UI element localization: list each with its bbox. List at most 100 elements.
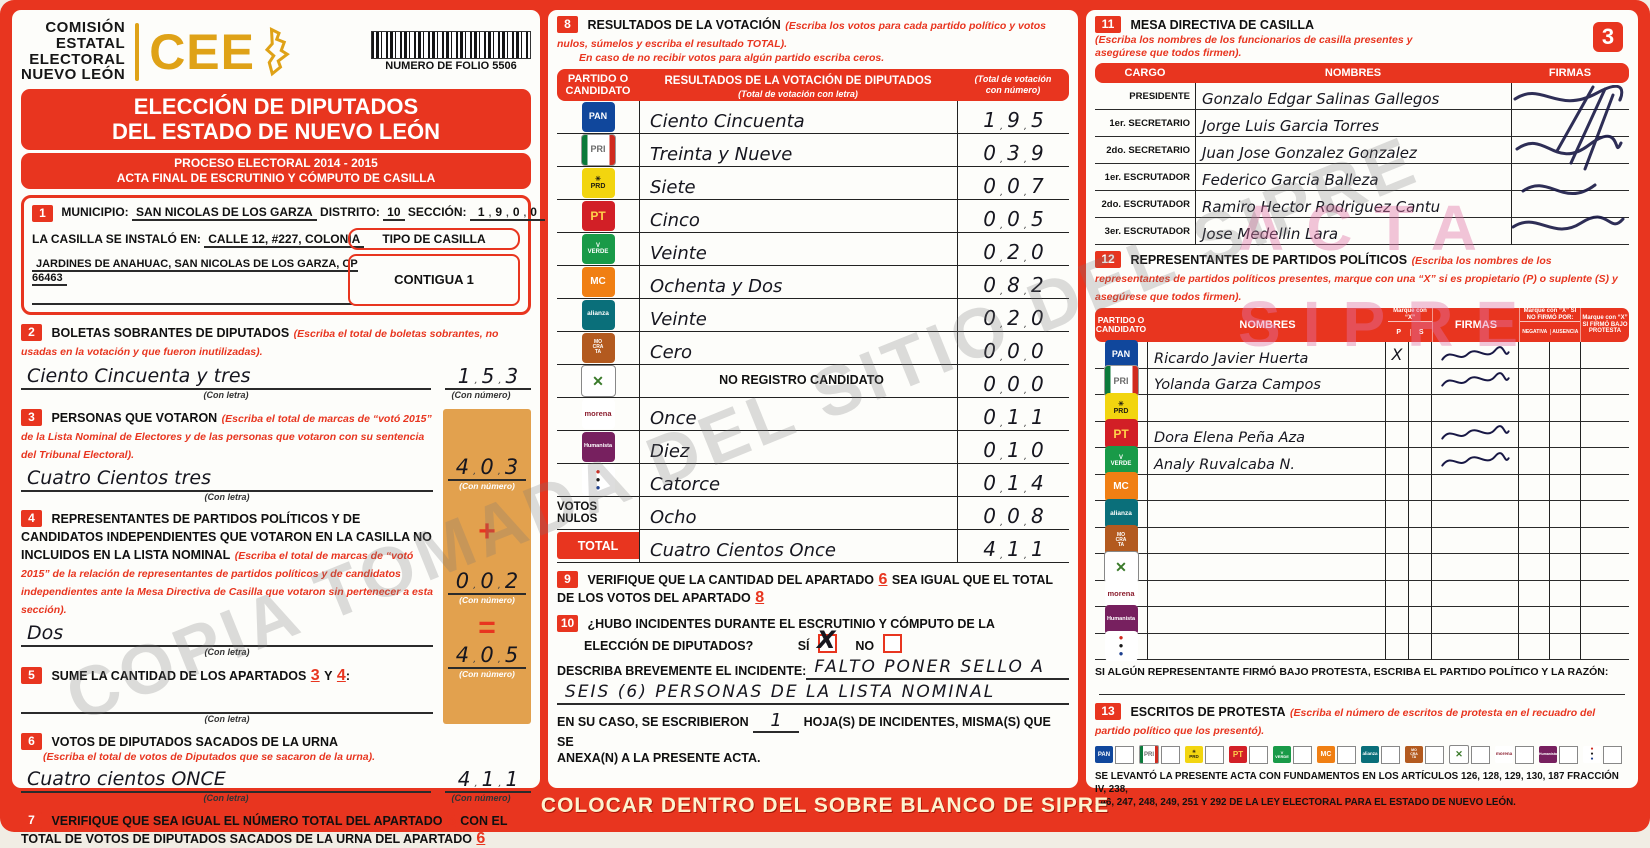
tipo-casilla-value: CONTIGUA 1	[348, 253, 520, 306]
casilla-address-3-empty	[32, 291, 352, 305]
reps-votaron-numero: 0,0,2	[448, 569, 526, 595]
rep-row-prd: ☀ PRD	[1095, 392, 1629, 423]
rep-nombre	[1147, 607, 1385, 634]
logo-pri-icon: PRI	[1103, 365, 1139, 398]
rep-nombre	[1147, 395, 1385, 422]
incident-text-2: SEIS (6) PERSONAS DE LA LISTA NOMINAL	[557, 682, 1069, 705]
rep-nombre	[1147, 501, 1385, 528]
protest-pair-cruzada: ✕	[1449, 745, 1490, 765]
rep-p-mark	[1385, 395, 1408, 422]
section-1-badge: 1	[32, 204, 53, 222]
rep-party-cell: PRI	[1095, 365, 1147, 398]
rep-ausencia-cell	[1549, 527, 1580, 555]
left-column: COMISIÓN ESTATAL ELECTORAL NUEVO LEÓN CE…	[12, 10, 545, 847]
rep-protesta-cell	[1580, 607, 1629, 634]
hojas-incidentes-numero: 1	[753, 710, 800, 733]
rep-row-pt: PT Dora Elena Peña Aza	[1095, 419, 1629, 450]
results-party-cell: ✕	[557, 364, 639, 398]
gold-divider	[135, 22, 140, 81]
rep-negativa-cell	[1518, 448, 1549, 475]
section-4-badge: 4	[21, 509, 42, 527]
rep-firma-cell	[1431, 448, 1518, 475]
rep-ausencia-cell	[1549, 395, 1580, 422]
rep-s-mark	[1408, 501, 1431, 528]
rep-row-mc: MC	[1095, 472, 1629, 503]
rep-protesta-cell	[1580, 633, 1629, 661]
mesa-firma-cell	[1511, 191, 1629, 219]
results-party-cell: alianza	[557, 299, 639, 332]
rep-s-mark	[1408, 527, 1431, 555]
logo-pt-icon: PT	[581, 200, 615, 231]
folio-number: NUMERO DE FOLIO 5506	[385, 60, 517, 72]
rep-nombre: Analy Ruvalcaba N.	[1147, 448, 1385, 475]
rep-negativa-cell	[1518, 395, 1549, 422]
rep-ausencia-cell	[1549, 474, 1580, 502]
cee-logo: CEE	[149, 26, 291, 78]
logo-pan-icon: PAN	[581, 101, 615, 132]
protest-count-box	[1205, 745, 1224, 764]
equals-sign: =	[478, 610, 496, 644]
logo-democrata-icon: MO CRA TA	[1405, 746, 1423, 764]
mesa-cargo: 2do. ESCRUTADOR	[1095, 191, 1195, 219]
results-party-cell: ● ● ●	[557, 464, 639, 497]
rep-row-morena: morena	[1095, 578, 1629, 609]
rep-negativa-cell	[1518, 421, 1549, 449]
rep-negativa-cell	[1518, 633, 1549, 661]
rep-protesta-cell	[1580, 554, 1629, 581]
protest-logos-row: PAN PRI ☀ PRD PT V VERDE MC alianza MO CRA TA ✕ m…	[1095, 745, 1629, 765]
rep-s-mark	[1408, 448, 1431, 475]
results-row-alianza: alianza Veinte 0, 2, 0	[557, 298, 1069, 332]
rep-nombre: Dora Elena Peña Aza	[1147, 421, 1385, 449]
tipo-casilla-block: TIPO DE CASILLA CONTIGUA 1	[348, 227, 520, 306]
results-row-pri: PRI Treinta y Nueve 0, 3, 9	[557, 133, 1069, 167]
rep-row-pri: PRI Yolanda Garza Campos	[1095, 365, 1629, 398]
rep-s-mark	[1408, 474, 1431, 502]
tipo-casilla-label: TIPO DE CASILLA	[348, 227, 520, 250]
rep-protesta-cell	[1580, 474, 1629, 502]
results-party-cell: V VERDE	[557, 233, 639, 266]
results-numero: 0,0,8	[957, 496, 1069, 530]
rep-row-cruzada: ✕	[1095, 550, 1629, 583]
section-12-representantes: 12 REPRESENTANTES DE PARTIDOS POLÍTICOS …	[1095, 251, 1618, 304]
rep-s-mark	[1408, 421, 1431, 449]
mesa-nombre: Jorge Luis Garcia Torres	[1195, 110, 1511, 138]
rep-row-humanista: Humanista	[1095, 604, 1629, 635]
rep-row-democrata: MO CRA TA	[1095, 525, 1629, 556]
sections-3-4-5: 3 PERSONAS QUE VOTARON (Escriba el total…	[21, 408, 531, 724]
protest-count-box	[1425, 745, 1444, 764]
protest-count-box	[1293, 745, 1312, 764]
right-column: 11 MESA DIRECTIVA DE CASILLA (Escriba lo…	[1086, 10, 1638, 808]
distrito-value: 10	[383, 204, 405, 221]
rep-ausencia-cell	[1549, 448, 1580, 475]
logo-mc-icon: MC	[1104, 472, 1138, 503]
mesa-row: 2do. ESCRUTADOR Ramiro Hector Rodriguez C…	[1095, 191, 1629, 219]
rep-protesta-cell	[1580, 580, 1629, 608]
si-x-mark: X	[816, 625, 836, 654]
results-letra: Veinte	[639, 298, 957, 332]
results-table-header: PARTIDO O CANDIDATO RESULTADOS DE LA VOTA…	[557, 68, 1069, 101]
rep-row-alianza: alianza	[1095, 498, 1629, 529]
results-numero: 0,0,0	[957, 364, 1069, 398]
results-row-pan: PAN Ciento Cincuenta 1, 9, 5	[557, 100, 1069, 134]
results-numero: 4,1,1	[957, 529, 1069, 563]
casilla-address-2: JARDINES DE ANAHUAC, SAN NICOLAS DE LOS …	[32, 257, 358, 286]
signature-ink	[1441, 346, 1510, 361]
results-row-democrata: MO CRA TA Cero 0, 0, 0	[557, 331, 1069, 365]
logo-alianza-icon: alianza	[1361, 746, 1379, 764]
personas-votaron-letra: Cuatro Cientos tres	[21, 467, 433, 492]
mesa-signatures-ink	[1511, 85, 1625, 231]
results-numero: 0,1,0	[957, 430, 1069, 464]
protesta-note: SI ALGÚN REPRESENTANTE FIRMÓ BAJO PROTES…	[1095, 666, 1609, 679]
results-letra: Veinte	[639, 232, 957, 266]
cee-logo-text: CEE	[149, 23, 255, 80]
rep-nombre	[1147, 633, 1385, 661]
page-number-badge: 3	[1593, 22, 1623, 52]
section-3-badge: 3	[21, 408, 42, 426]
checkbox-si: X	[817, 626, 837, 654]
protest-pair-pri: PRI	[1139, 745, 1180, 765]
results-row-total: TOTAL Cuatro Cientos Once 4, 1, 1	[557, 529, 1069, 563]
nuevo-leon-shape-icon	[264, 26, 290, 76]
votos-urna-letra: Cuatro cientos ONCE	[21, 768, 431, 794]
results-numero: 0,0,7	[957, 166, 1069, 200]
results-letra: Cinco	[639, 199, 957, 233]
